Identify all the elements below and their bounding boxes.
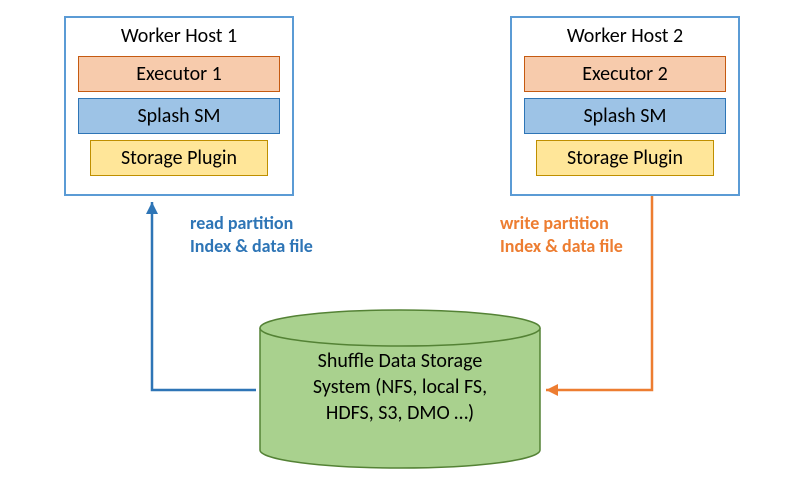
storage-plugin-1-label: Storage Plugin — [121, 146, 237, 170]
storage-label-line1: Shuffle Data Storage — [260, 348, 540, 374]
worker-host-2: Worker Host 2 Executor 2 Splash SM Stora… — [510, 16, 740, 196]
splash-sm-2: Splash SM — [524, 98, 726, 134]
write-label-line1: write partition — [500, 212, 623, 235]
splash-sm-1-label: Splash SM — [137, 104, 220, 128]
executor-1-label: Executor 1 — [136, 62, 222, 86]
write-arrow-label: write partition Index & data file — [500, 212, 623, 259]
read-label-line2: Index & data file — [190, 235, 313, 258]
write-label-line2: Index & data file — [500, 235, 623, 258]
read-arrow-label: read partition Index & data file — [190, 212, 313, 259]
executor-2-label: Executor 2 — [582, 62, 668, 86]
storage-label-line3: HDFS, S3, DMO …) — [260, 400, 540, 426]
worker-host-1: Worker Host 1 Executor 1 Splash SM Stora… — [64, 16, 294, 196]
splash-sm-1: Splash SM — [78, 98, 280, 134]
storage-plugin-2: Storage Plugin — [536, 140, 714, 176]
executor-1: Executor 1 — [78, 56, 280, 92]
storage-plugin-1: Storage Plugin — [90, 140, 268, 176]
worker-host-1-title: Worker Host 1 — [66, 18, 292, 52]
worker-host-2-title: Worker Host 2 — [512, 18, 738, 52]
storage-label-line2: System (NFS, local FS, — [260, 374, 540, 400]
read-label-line1: read partition — [190, 212, 313, 235]
storage-cylinder-label: Shuffle Data Storage System (NFS, local … — [260, 348, 540, 426]
storage-plugin-2-label: Storage Plugin — [567, 146, 683, 170]
executor-2: Executor 2 — [524, 56, 726, 92]
splash-sm-2-label: Splash SM — [583, 104, 666, 128]
